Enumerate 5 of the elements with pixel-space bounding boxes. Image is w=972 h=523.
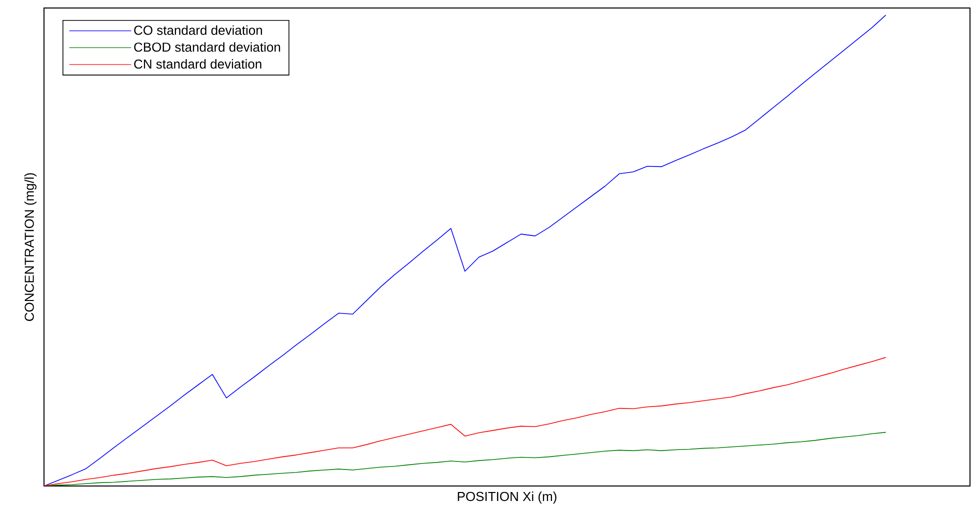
y-axis-title: CONCENTRATION (mg/l) [24, 173, 36, 321]
legend-label: CBOD standard deviation [134, 42, 280, 52]
x-axis-title: POSITION Xi (m) [458, 492, 556, 504]
legend-label: CN standard deviation [134, 59, 262, 69]
legend-label: CO standard deviation [134, 25, 262, 35]
